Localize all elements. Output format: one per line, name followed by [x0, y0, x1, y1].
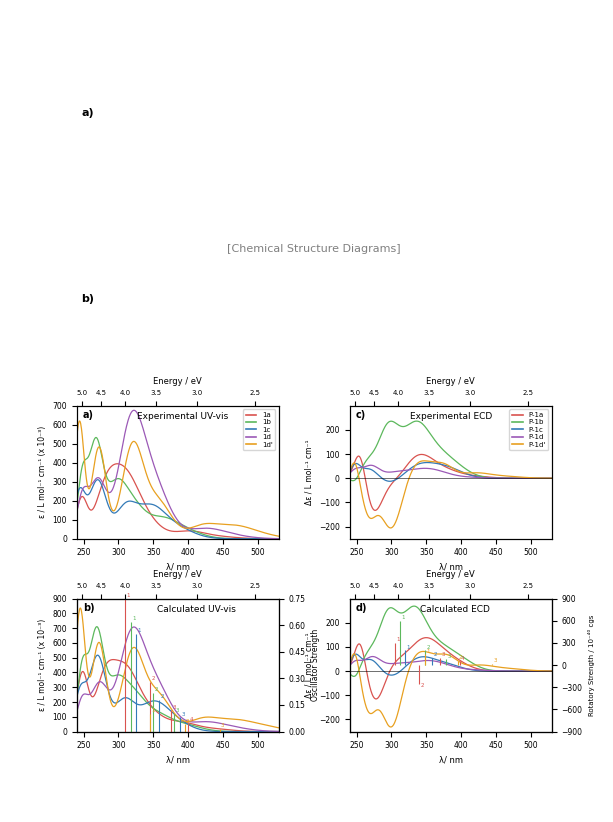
Y-axis label: ε / L mol⁻¹ cm⁻¹ (x 10⁻³): ε / L mol⁻¹ cm⁻¹ (x 10⁻³)	[38, 426, 47, 519]
Text: c): c)	[356, 409, 366, 420]
X-axis label: λ/ nm: λ/ nm	[166, 563, 189, 572]
Legend: 1a, 1b, 1c, 1d, 1d': 1a, 1b, 1c, 1d, 1d'	[243, 409, 275, 450]
Y-axis label: Oscillator Strength: Oscillator Strength	[311, 629, 320, 701]
Text: b): b)	[83, 603, 94, 612]
Y-axis label: ε / L mol⁻¹ cm⁻¹ (x 10⁻³): ε / L mol⁻¹ cm⁻¹ (x 10⁻³)	[38, 619, 47, 711]
X-axis label: Energy / eV: Energy / eV	[426, 377, 475, 386]
Text: 2: 2	[160, 694, 164, 699]
Text: 2: 2	[154, 687, 158, 692]
Text: 1: 1	[151, 708, 154, 713]
Text: 1: 1	[401, 615, 405, 621]
Text: a): a)	[82, 108, 94, 118]
Text: 1: 1	[406, 644, 410, 650]
Text: 3: 3	[494, 658, 497, 663]
Y-axis label: Rotatory Strength / 10⁻⁴⁰ cgs: Rotatory Strength / 10⁻⁴⁰ cgs	[588, 614, 595, 716]
Legend: P-1a, P-1b, P-1c, P-1d, P-1d': P-1a, P-1b, P-1c, P-1d, P-1d'	[509, 409, 548, 450]
Text: 3: 3	[181, 712, 185, 717]
Text: [Chemical Structure Diagrams]: [Chemical Structure Diagrams]	[227, 244, 401, 254]
Text: 1: 1	[127, 593, 131, 598]
X-axis label: Energy / eV: Energy / eV	[153, 377, 202, 386]
Text: 2: 2	[433, 652, 436, 658]
Text: 1: 1	[132, 616, 136, 621]
Text: 2: 2	[459, 655, 462, 660]
X-axis label: λ/ nm: λ/ nm	[439, 563, 463, 572]
Y-axis label: Δε / L mol⁻¹ cm⁻¹: Δε / L mol⁻¹ cm⁻¹	[305, 440, 313, 505]
Text: 4: 4	[461, 656, 465, 661]
Text: Experimental ECD: Experimental ECD	[410, 413, 492, 422]
Text: 3: 3	[175, 708, 179, 713]
Text: Calculated UV-vis: Calculated UV-vis	[158, 605, 237, 614]
Text: 2: 2	[151, 677, 154, 681]
X-axis label: Energy / eV: Energy / eV	[426, 570, 475, 580]
Text: 1: 1	[426, 649, 430, 653]
X-axis label: Energy / eV: Energy / eV	[153, 570, 202, 580]
Text: 3: 3	[221, 723, 224, 728]
Text: 2: 2	[186, 718, 189, 723]
Text: 3: 3	[172, 704, 176, 709]
Y-axis label: Δε / L mol⁻¹ cm⁻¹: Δε / L mol⁻¹ cm⁻¹	[305, 632, 313, 698]
Text: 4: 4	[189, 717, 193, 722]
Text: a): a)	[83, 409, 94, 420]
Text: Calculated ECD: Calculated ECD	[421, 605, 490, 614]
X-axis label: λ/ nm: λ/ nm	[439, 756, 463, 764]
X-axis label: λ/ nm: λ/ nm	[166, 756, 189, 764]
Text: 3: 3	[447, 653, 451, 658]
Text: 3: 3	[441, 652, 445, 658]
Text: 2: 2	[421, 682, 424, 687]
Text: 2: 2	[426, 644, 430, 650]
Text: 1: 1	[396, 637, 400, 643]
Text: b): b)	[82, 294, 94, 304]
Text: d): d)	[356, 603, 367, 612]
Text: Experimental UV-vis: Experimental UV-vis	[137, 413, 229, 422]
Text: 1: 1	[137, 628, 141, 633]
